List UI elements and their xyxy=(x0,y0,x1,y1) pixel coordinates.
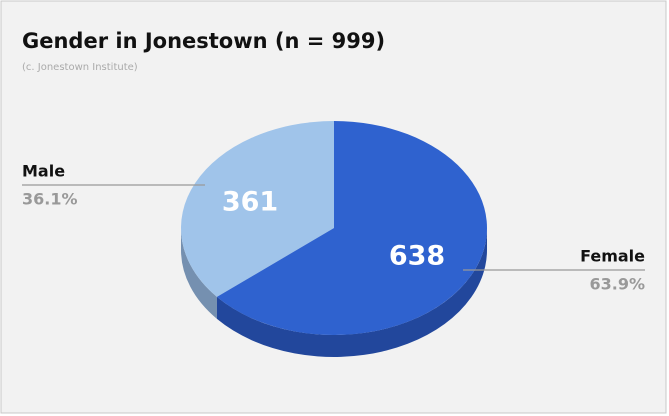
chart-title: Gender in Jonestown (n = 999) xyxy=(22,29,385,53)
value-label: 638 xyxy=(389,241,445,272)
slice xyxy=(216,121,488,335)
value-label: 361 xyxy=(222,187,278,218)
slice-label: Male xyxy=(22,162,65,181)
percent-label: 63.9% xyxy=(589,275,645,294)
chart-subtitle: (c. Jonestown Institute) xyxy=(22,62,138,73)
slice xyxy=(180,121,334,297)
slice-side xyxy=(216,228,487,357)
percent-label: 36.1% xyxy=(22,190,78,209)
slice-label: Female xyxy=(580,247,645,266)
slice-side xyxy=(181,228,217,319)
